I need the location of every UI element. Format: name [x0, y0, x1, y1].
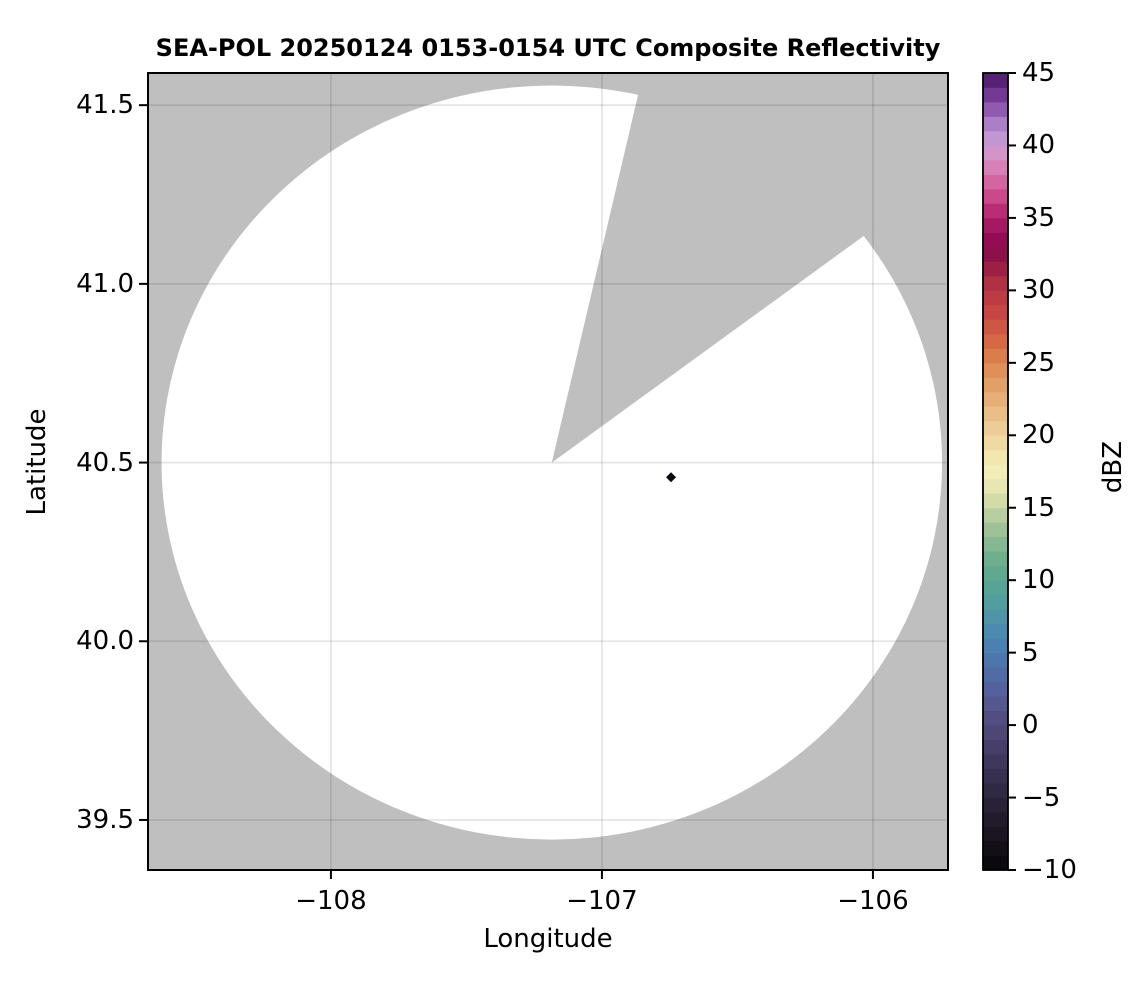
plot-frame: [147, 72, 949, 871]
y-tick-label: 39.5: [76, 804, 134, 835]
echo-marker: [666, 472, 677, 483]
x-axis-label: Longitude: [483, 924, 613, 954]
no-data-sector: [551, 73, 948, 463]
colorbar-ticks: [1008, 72, 1016, 871]
colorbar-tick-label: 5: [1022, 637, 1039, 668]
y-tick-label: 40.5: [76, 447, 134, 478]
gridlines: [148, 73, 948, 870]
colorbar-swatches: [983, 72, 1008, 871]
colorbar-tick-label: 30: [1022, 275, 1056, 306]
colorbar-tick-label: 10: [1022, 565, 1056, 596]
colorbar-tick-label: −10: [1022, 855, 1077, 885]
chart-title: SEA-POL 20250124 0153-0154 UTC Composite…: [155, 34, 941, 62]
colorbar-tick-label: −5: [1022, 782, 1061, 813]
colorbar-tick-label: 25: [1022, 347, 1056, 378]
x-tick-label: −106: [837, 886, 909, 916]
colorbar-tick-label: 0: [1022, 710, 1039, 741]
colorbar-tick-label: 20: [1022, 420, 1056, 451]
y-tick-label: 41.5: [76, 90, 134, 121]
axis-ticks: [139, 104, 874, 879]
colorbar-frame: [982, 72, 1009, 871]
x-tick-label: −107: [566, 886, 638, 916]
x-tick-label: −108: [295, 886, 367, 916]
colorbar-tick-label: 15: [1022, 492, 1056, 523]
colorbar-tick-label: 40: [1022, 130, 1056, 161]
colorbar-tick-label: 45: [1022, 58, 1056, 88]
colorbar-tick-label: 35: [1022, 202, 1056, 233]
y-tick-label: 40.0: [76, 626, 134, 657]
y-tick-label: 41.0: [76, 268, 134, 299]
